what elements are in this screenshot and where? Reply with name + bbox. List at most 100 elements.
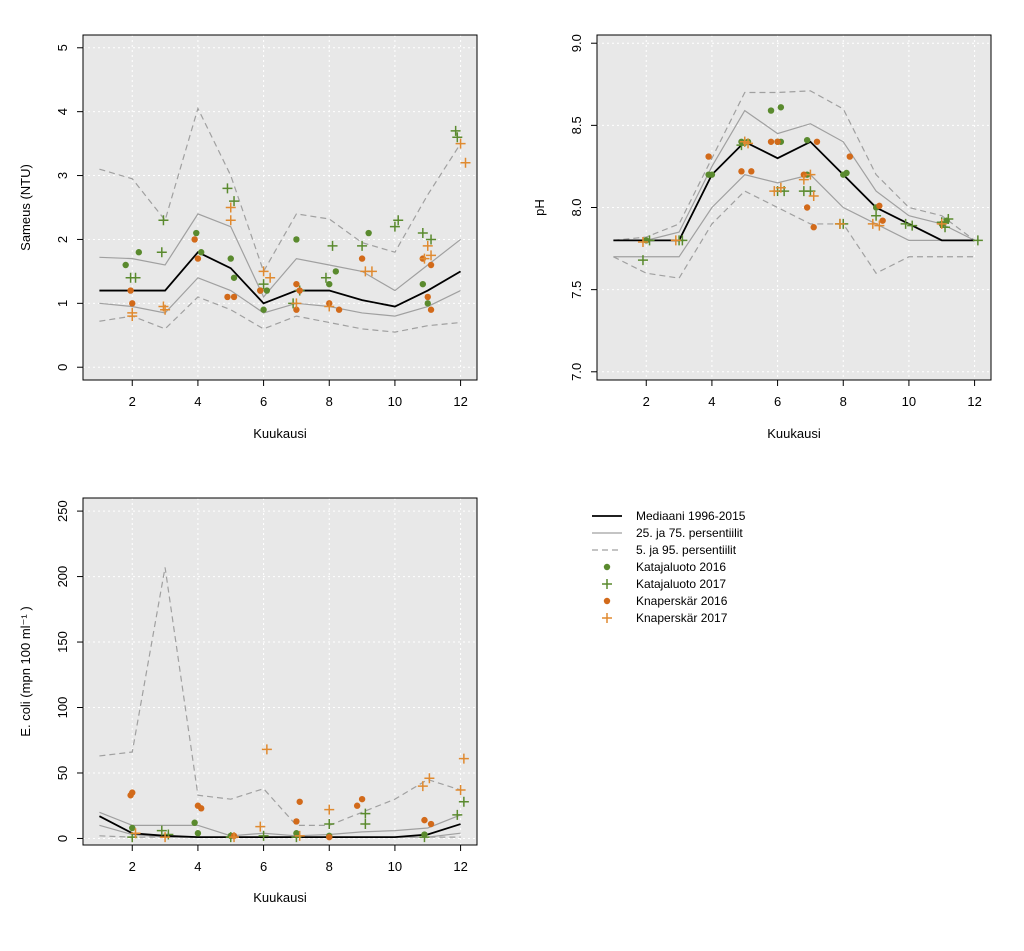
legend-label: Katajaluoto 2017	[636, 577, 726, 591]
point-knaperskar-2016	[767, 138, 775, 145]
x-axis-title: Kuukausi	[253, 426, 307, 441]
point-katajaluoto-2016	[803, 136, 811, 144]
point-katajaluoto-2017	[130, 272, 141, 283]
point-knaperskar-2016	[293, 818, 300, 825]
x-tick-label: 8	[326, 859, 333, 874]
y-tick-label: 1	[55, 300, 70, 307]
point-katajaluoto-2017	[450, 125, 461, 136]
series-line-p25	[613, 173, 975, 258]
point-katajaluoto-2017	[156, 825, 167, 836]
legend-label: Knaperskär 2016	[636, 594, 728, 608]
point-katajaluoto-2016	[230, 274, 238, 281]
x-tick-label: 6	[260, 859, 267, 874]
point-katajaluoto-2017	[324, 819, 335, 830]
chart-panel-3: 2 4 6 8 10 12 0 50 100 150 200 250 Kuukausi E. coli (…	[18, 497, 478, 905]
point-knaperskar-2017	[637, 237, 648, 247]
point-katajaluoto-2016	[708, 171, 716, 178]
point-knaperskar-2017	[808, 191, 819, 201]
point-katajaluoto-2016	[260, 306, 267, 313]
point-katajaluoto-2017	[258, 279, 269, 290]
point-knaperskar-2017	[225, 215, 236, 226]
point-knaperskar-2016	[293, 306, 300, 313]
x-axis-title: Kuukausi	[253, 890, 307, 905]
point-katajaluoto-2016	[326, 280, 333, 288]
point-katajaluoto-2017	[229, 196, 240, 207]
point-knaperskar-2017	[743, 138, 754, 149]
point-knaperskar-2017	[422, 240, 433, 251]
point-katajaluoto-2016	[365, 229, 372, 237]
y-tick-label: 2	[55, 236, 70, 243]
point-knaperskar-2016	[198, 805, 205, 812]
point-knaperskar-2016	[257, 287, 264, 294]
point-knaperskar-2016	[427, 306, 435, 313]
point-knaperskar-2017	[324, 804, 335, 815]
legend-item: Katajaluoto 2016	[603, 560, 726, 574]
point-katajaluoto-2017	[393, 215, 404, 226]
x-tick-label: 4	[194, 859, 201, 874]
point-knaperskar-2016	[224, 293, 231, 301]
plot-frame	[82, 497, 478, 846]
legend-item: 5. ja 95. persentiilit	[592, 543, 737, 557]
point-knaperskar-2017	[291, 298, 302, 309]
series-line-p75	[613, 109, 975, 241]
legend-label: Knaperskär 2017	[636, 611, 728, 625]
series-line-median	[99, 815, 461, 839]
point-knaperskar-2017	[426, 250, 437, 261]
point-knaperskar-2017	[419, 253, 430, 264]
point-katajaluoto-2017	[389, 221, 400, 232]
point-knaperskar-2017	[424, 773, 435, 784]
point-katajaluoto-2017	[871, 210, 882, 221]
point-katajaluoto-2017	[320, 272, 331, 283]
point-katajaluoto-2017	[452, 132, 463, 143]
point-knaperskar-2016	[129, 300, 136, 307]
x-tick-label: 12	[453, 859, 467, 874]
point-katajaluoto-2016	[135, 249, 143, 256]
point-knaperskar-2016	[191, 236, 198, 243]
point-katajaluoto-2016	[129, 824, 136, 832]
legend-item: Mediaani 1996-2015	[592, 509, 746, 523]
legend-label: Mediaani 1996-2015	[636, 509, 746, 523]
x-tick-label: 4	[194, 394, 201, 409]
series-line-p95	[99, 106, 462, 273]
series-line-p25	[99, 277, 461, 317]
legend-item: Knaperskär 2016	[603, 594, 728, 608]
point-katajaluoto-2017	[419, 832, 430, 843]
y-tick-label: 50	[55, 766, 70, 780]
point-katajaluoto-2016	[227, 255, 234, 262]
point-katajaluoto-2017	[222, 183, 233, 194]
series-line-p75	[99, 213, 461, 299]
point-katajaluoto-2017	[637, 255, 648, 266]
point-knaperskar-2017	[225, 202, 236, 213]
point-katajaluoto-2017	[426, 234, 437, 245]
point-knaperskar-2016	[421, 816, 428, 824]
legend-swatch-dot	[603, 563, 611, 571]
series-line-p95	[613, 90, 975, 241]
point-knaperskar-2017	[324, 301, 335, 312]
y-axis-title: E. coli (mpn 100 ml⁻¹ )	[18, 606, 33, 736]
y-tick-label: 5	[55, 44, 70, 51]
point-knaperskar-2017	[160, 304, 171, 315]
point-katajaluoto-2016	[332, 268, 340, 275]
y-tick-label: 250	[55, 500, 70, 522]
point-katajaluoto-2017	[258, 830, 269, 841]
legend-item: Knaperskär 2017	[602, 611, 728, 625]
point-knaperskar-2016	[774, 138, 781, 145]
point-knaperskar-2017	[229, 832, 240, 843]
point-knaperskar-2016	[326, 833, 333, 841]
point-katajaluoto-2017	[357, 240, 368, 251]
point-knaperskar-2016	[296, 798, 303, 805]
x-tick-label: 8	[840, 394, 847, 409]
series-line-median	[99, 251, 462, 308]
plot-background	[83, 35, 477, 380]
legend-label: 5. ja 95. persentiilit	[636, 543, 737, 557]
legend-swatch-plus	[602, 579, 612, 589]
x-tick-label: 12	[967, 394, 981, 409]
point-knaperskar-2016	[296, 287, 303, 294]
y-tick-label: 8.0	[569, 198, 584, 216]
point-knaperskar-2016	[879, 217, 886, 224]
y-tick-label: 7.5	[569, 281, 584, 299]
point-knaperskar-2017	[160, 832, 171, 843]
point-knaperskar-2016	[335, 306, 343, 313]
x-tick-label: 2	[129, 859, 136, 874]
